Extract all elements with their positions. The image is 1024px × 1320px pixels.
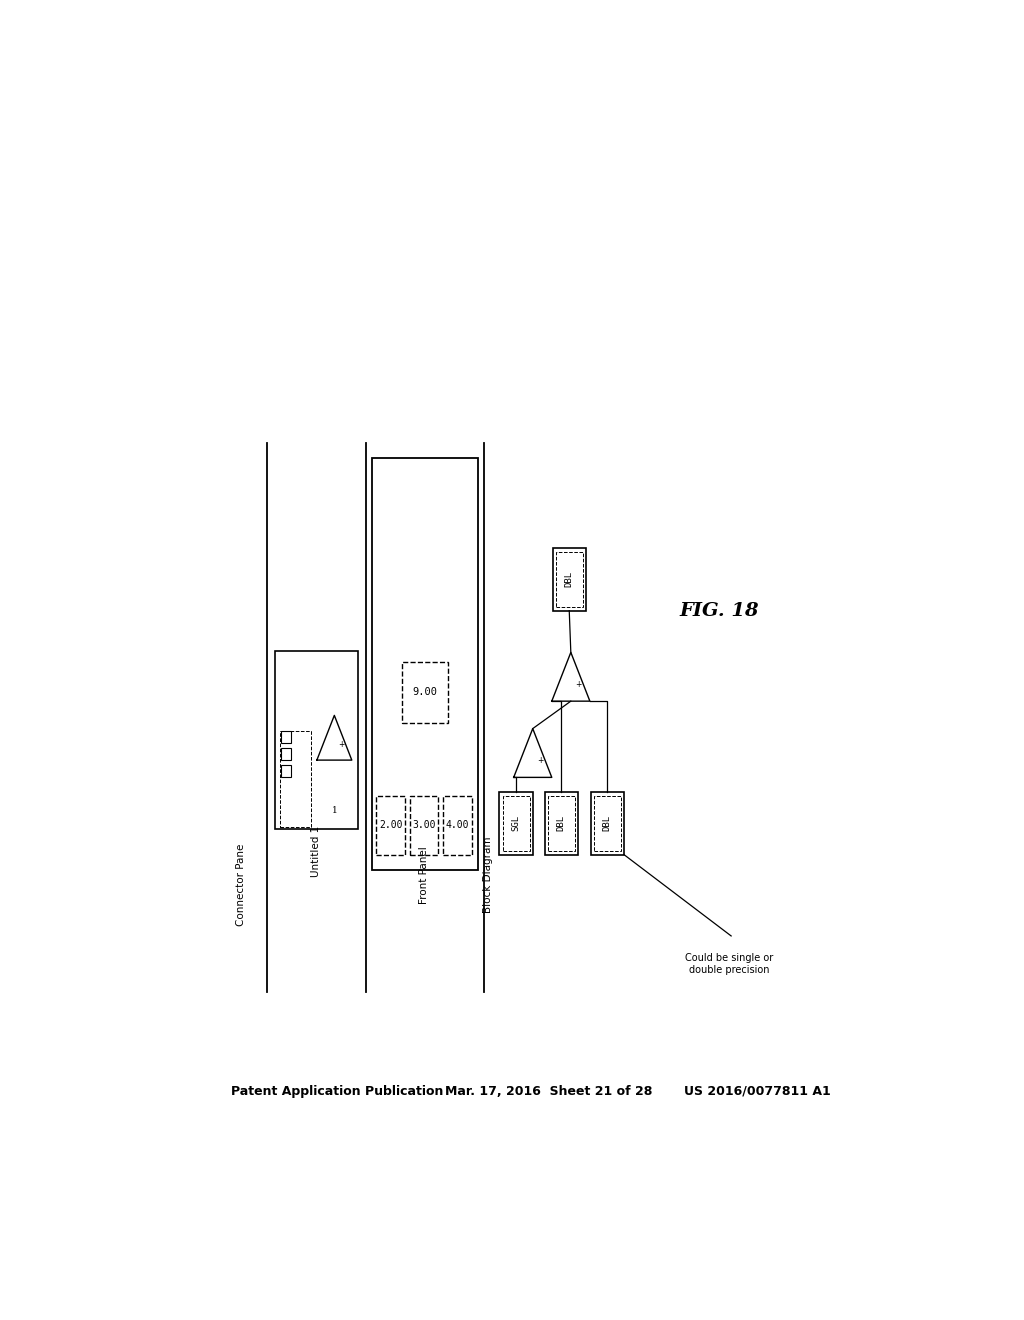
Bar <box>591 792 624 854</box>
Text: DBL: DBL <box>603 814 611 832</box>
Text: Mar. 17, 2016  Sheet 21 of 28: Mar. 17, 2016 Sheet 21 of 28 <box>445 1085 653 1098</box>
Text: Connector Pane: Connector Pane <box>237 843 247 927</box>
Text: SGL: SGL <box>512 814 520 832</box>
Bar <box>594 796 621 850</box>
Text: 4.00: 4.00 <box>445 820 469 830</box>
Bar <box>556 552 583 607</box>
Bar <box>282 766 291 777</box>
Text: 1: 1 <box>332 807 337 816</box>
Text: Patent Application Publication: Patent Application Publication <box>231 1085 443 1098</box>
Bar <box>548 796 574 850</box>
Text: 3.00: 3.00 <box>413 820 436 830</box>
Bar <box>281 731 310 828</box>
Text: Front Panel: Front Panel <box>419 846 429 904</box>
Bar <box>377 796 404 854</box>
Text: +: + <box>538 756 544 764</box>
Bar <box>553 548 586 611</box>
Text: +: + <box>338 741 344 748</box>
Text: Could be single or
double precision: Could be single or double precision <box>685 953 774 975</box>
Text: 9.00: 9.00 <box>413 686 437 697</box>
Text: FIG. 18: FIG. 18 <box>680 602 759 619</box>
Bar <box>545 792 578 854</box>
Text: +: + <box>575 680 582 689</box>
Text: Untitled 1: Untitled 1 <box>311 826 322 878</box>
Bar <box>282 731 291 743</box>
Text: DBL: DBL <box>565 572 573 587</box>
Bar <box>282 748 291 760</box>
Bar <box>401 661 447 722</box>
Text: Block Diagram: Block Diagram <box>483 837 494 913</box>
Text: DBL: DBL <box>557 814 566 832</box>
Text: 2.00: 2.00 <box>379 820 402 830</box>
Bar <box>503 796 529 850</box>
Bar <box>500 792 532 854</box>
Bar <box>373 458 478 870</box>
Bar <box>443 796 472 854</box>
Bar <box>410 796 438 854</box>
Text: US 2016/0077811 A1: US 2016/0077811 A1 <box>684 1085 830 1098</box>
Bar <box>274 651 358 829</box>
